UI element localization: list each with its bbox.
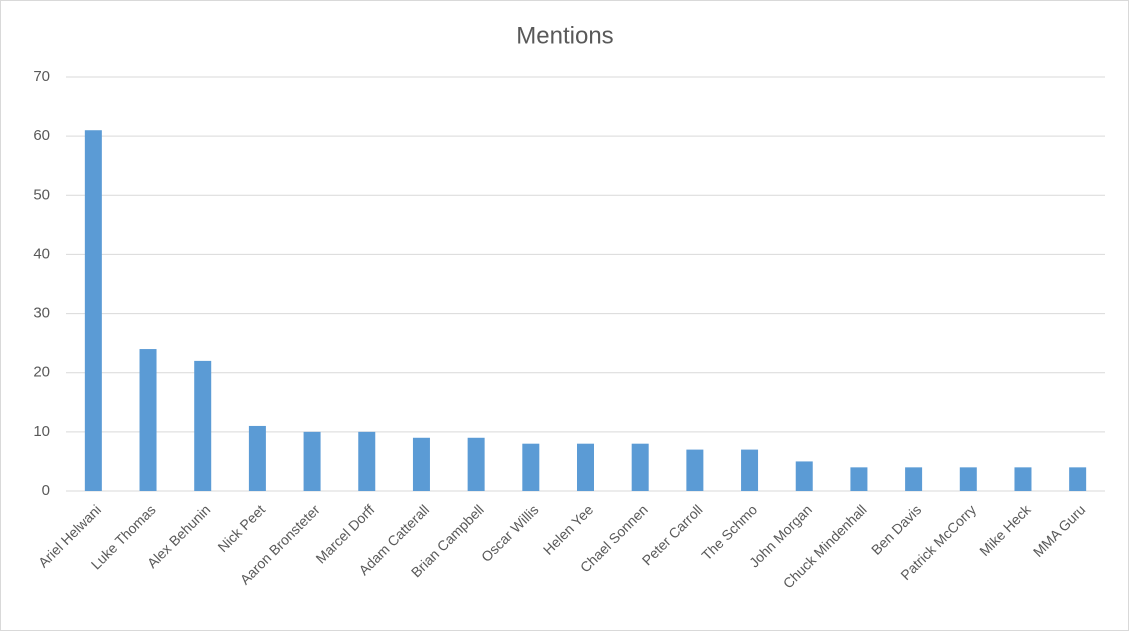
bar [959, 467, 977, 491]
y-tick-label: 70 [33, 68, 50, 85]
bar [1014, 467, 1032, 491]
bar [358, 431, 376, 491]
bar [412, 437, 430, 491]
bar [467, 437, 485, 491]
bar [577, 443, 594, 491]
bar [795, 461, 813, 491]
bar [905, 467, 923, 491]
y-tick-label: 50 [33, 186, 50, 203]
y-tick-label: 20 [33, 364, 50, 381]
bar [84, 130, 102, 491]
bar [1069, 467, 1087, 491]
chart-title: Mentions [516, 22, 613, 49]
y-tick-label: 60 [33, 127, 50, 144]
bar [631, 443, 649, 491]
bar [139, 349, 157, 491]
y-tick-label: 30 [33, 305, 50, 322]
y-tick-label: 10 [33, 423, 50, 440]
y-tick-label: 0 [42, 482, 50, 499]
bar [741, 449, 759, 491]
bar [248, 425, 266, 491]
bar [522, 443, 540, 491]
bar [850, 467, 868, 491]
bar [194, 360, 212, 491]
y-tick-label: 40 [33, 245, 50, 262]
bar [303, 431, 321, 491]
bar [686, 449, 704, 491]
